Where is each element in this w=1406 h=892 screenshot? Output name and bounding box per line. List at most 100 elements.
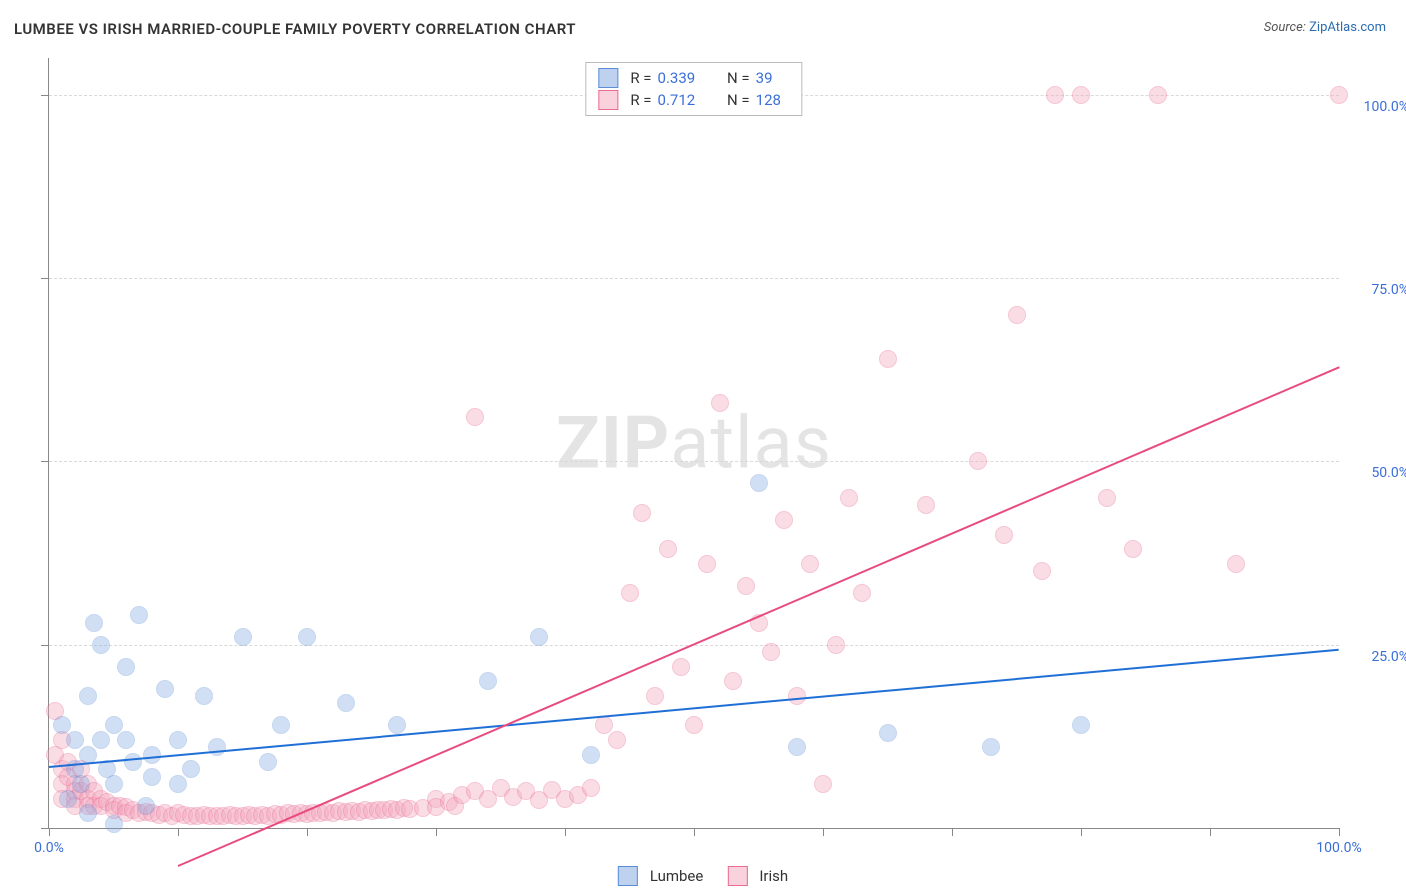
data-point (853, 584, 871, 602)
data-point (143, 746, 161, 764)
data-point (130, 606, 148, 624)
data-point (917, 496, 935, 514)
series-swatch-icon (598, 90, 618, 110)
data-point (775, 511, 793, 529)
x-tick (49, 828, 50, 836)
data-point (195, 687, 213, 705)
data-point (466, 408, 484, 426)
data-point (982, 738, 1000, 756)
data-point (1033, 562, 1051, 580)
chart-title: LUMBEE VS IRISH MARRIED-COUPLE FAMILY PO… (14, 20, 576, 38)
y-tick (41, 278, 49, 279)
x-tick (307, 828, 308, 836)
scatter-plot-area: ZIPatlas 25.0%50.0%75.0%100.0%0.0%100.0%… (48, 58, 1339, 829)
data-point (1124, 540, 1142, 558)
y-tick (41, 461, 49, 462)
legend-swatch-icon (618, 866, 638, 886)
watermark-text: ZIPatlas (556, 401, 832, 486)
data-point (582, 779, 600, 797)
correlation-stats-box: R = 0.339 N = 39R = 0.712 N = 128 (585, 62, 802, 116)
data-point (659, 540, 677, 558)
data-point (582, 746, 600, 764)
legend-item: Irish (727, 866, 788, 886)
y-tick (41, 828, 49, 829)
data-point (879, 350, 897, 368)
data-point (633, 504, 651, 522)
data-point (737, 577, 755, 595)
data-point (1072, 86, 1090, 104)
data-point (143, 768, 161, 786)
data-point (72, 775, 90, 793)
data-point (479, 672, 497, 690)
data-point (801, 555, 819, 573)
data-point (995, 526, 1013, 544)
y-tick (41, 645, 49, 646)
data-point (79, 804, 97, 822)
stats-row: R = 0.712 N = 128 (598, 89, 789, 111)
source-link[interactable]: ZipAtlas.com (1309, 20, 1386, 35)
data-point (724, 672, 742, 690)
data-point (105, 775, 123, 793)
data-point (1008, 306, 1026, 324)
data-point (169, 775, 187, 793)
data-point (53, 716, 71, 734)
data-point (59, 790, 77, 808)
x-tick (694, 828, 695, 836)
y-tick-label: 25.0% (1349, 649, 1406, 665)
data-point (969, 452, 987, 470)
source-attribution: Source: ZipAtlas.com (1264, 20, 1386, 35)
legend-label: Lumbee (650, 867, 704, 885)
data-point (1046, 86, 1064, 104)
legend-item: Lumbee (618, 866, 704, 886)
legend-label: Irish (759, 867, 788, 885)
x-tick (178, 828, 179, 836)
data-point (530, 628, 548, 646)
y-tick (41, 95, 49, 96)
data-point (388, 716, 406, 734)
data-point (272, 716, 290, 734)
data-point (137, 797, 155, 815)
data-point (879, 724, 897, 742)
data-point (1149, 86, 1167, 104)
data-point (169, 731, 187, 749)
data-point (840, 489, 858, 507)
data-point (621, 584, 639, 602)
x-tick (1081, 828, 1082, 836)
data-point (156, 680, 174, 698)
data-point (259, 753, 277, 771)
data-point (814, 775, 832, 793)
source-prefix: Source: (1264, 20, 1306, 35)
data-point (79, 687, 97, 705)
data-point (788, 687, 806, 705)
data-point (762, 643, 780, 661)
trend-line (49, 648, 1339, 767)
data-point (646, 687, 664, 705)
y-tick-label: 50.0% (1349, 465, 1406, 481)
series-swatch-icon (598, 68, 618, 88)
data-point (337, 694, 355, 712)
data-point (105, 815, 123, 833)
data-point (1072, 716, 1090, 734)
data-point (117, 658, 135, 676)
data-point (124, 753, 142, 771)
data-point (608, 731, 626, 749)
data-point (750, 474, 768, 492)
bottom-legend: Lumbee Irish (618, 866, 788, 886)
x-tick (952, 828, 953, 836)
data-point (672, 658, 690, 676)
stats-row: R = 0.339 N = 39 (598, 67, 789, 89)
data-point (1330, 86, 1348, 104)
data-point (105, 716, 123, 734)
x-tick (436, 828, 437, 836)
x-tick (1339, 828, 1340, 836)
x-tick-label: 0.0% (34, 840, 64, 856)
x-tick (823, 828, 824, 836)
data-point (66, 731, 84, 749)
trend-line (178, 366, 1340, 866)
data-point (117, 731, 135, 749)
data-point (698, 555, 716, 573)
data-point (182, 760, 200, 778)
y-tick-label: 100.0% (1349, 99, 1406, 115)
grid-line (49, 461, 1339, 462)
data-point (1227, 555, 1245, 573)
